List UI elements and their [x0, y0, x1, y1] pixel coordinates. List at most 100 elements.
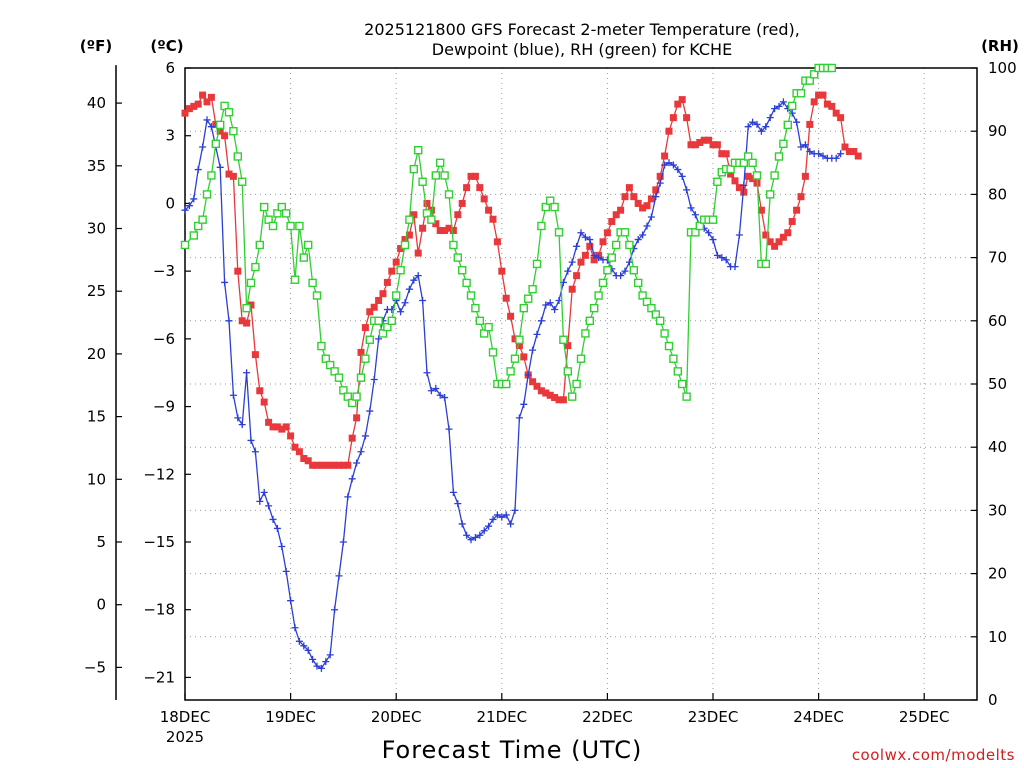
temperature-point	[520, 353, 528, 361]
dewpoint-point	[181, 206, 189, 214]
x-tick-label: 19DEC	[265, 708, 316, 726]
dewpoint-point	[551, 306, 559, 314]
dewpoint-point	[656, 179, 664, 187]
temperature-point	[590, 256, 598, 264]
dewpoint-point	[221, 278, 229, 286]
x-tick-label: 23DEC	[688, 708, 739, 726]
dewpoint-point	[441, 394, 449, 402]
temperature-point	[630, 193, 638, 201]
rh-point	[348, 398, 357, 408]
rh-tick-label: 70	[988, 249, 1007, 267]
dewpoint-point	[229, 391, 237, 399]
rh-point	[576, 354, 586, 363]
dewpoint-point	[647, 213, 655, 221]
temperature-point	[546, 391, 554, 399]
temperature-point	[850, 148, 858, 156]
rh-point	[647, 303, 656, 313]
temperature-point	[691, 141, 699, 149]
rh-point	[356, 373, 366, 382]
rh-point	[453, 253, 462, 262]
rh-point	[827, 63, 836, 73]
dewpoint-point	[643, 222, 651, 230]
dewpoint-point	[238, 421, 246, 429]
rh-point	[431, 171, 440, 180]
dewpoint-point	[199, 143, 207, 151]
rh-point	[361, 354, 370, 363]
temperature-point	[507, 312, 515, 320]
dewpoint-point	[309, 655, 317, 663]
rh-point	[246, 278, 256, 288]
temperature-point	[423, 199, 431, 207]
rh-tick-label: 80	[988, 185, 1007, 203]
rh-point	[788, 101, 797, 111]
fahrenheit-tick-label: 5	[96, 533, 106, 551]
rh-point	[796, 89, 806, 98]
temperature-point	[414, 249, 422, 257]
temperature-point	[617, 206, 625, 214]
temperature-point	[586, 242, 594, 250]
temperature-point	[700, 136, 708, 144]
dewpoint-point	[256, 497, 264, 505]
temperature-point	[832, 109, 840, 117]
dewpoint-point	[489, 515, 497, 523]
temperature-point	[735, 184, 743, 192]
dewpoint-point	[397, 308, 405, 316]
dewpoint-point	[313, 662, 321, 670]
fahrenheit-tick-label: 0	[96, 596, 106, 614]
rh-point	[515, 335, 524, 344]
rh-point	[480, 329, 489, 338]
rh-point	[462, 278, 471, 288]
rh-point	[625, 240, 634, 250]
temperature-point	[621, 193, 629, 201]
dewpoint-point	[674, 166, 682, 174]
temperature-point	[309, 461, 317, 469]
dewpoint-point	[225, 317, 233, 325]
temperature-point	[744, 172, 752, 180]
rh-point	[352, 392, 361, 401]
dewpoint-point	[665, 159, 673, 167]
rh-point	[620, 228, 630, 237]
temperature-point	[379, 290, 387, 298]
temperature-point	[529, 378, 537, 386]
dewpoint-point	[322, 658, 330, 666]
dewpoint-point	[304, 646, 312, 654]
temperature-point	[555, 396, 563, 404]
fahrenheit-tick-label: 15	[87, 408, 106, 426]
dewpoint-point	[375, 335, 383, 343]
temperature-point	[854, 152, 862, 160]
rh-point	[207, 171, 216, 180]
dewpoint-point	[753, 120, 761, 128]
temperature-point	[203, 98, 211, 106]
temperature-point	[559, 396, 567, 404]
rh-point	[304, 240, 313, 250]
temperature-point	[313, 461, 321, 469]
rh-tick-label: 20	[988, 565, 1007, 583]
temperature-point	[405, 231, 413, 239]
dewpoint-point	[216, 163, 224, 171]
chart-title-line-2: Dewpoint (blue), RH (green) for KCHE	[432, 40, 732, 59]
chart-title-line-1: 2025121800 GFS Forecast 2-meter Temperat…	[364, 20, 800, 39]
temperature-point	[837, 114, 845, 122]
rh-point	[634, 278, 643, 288]
dewpoint-point	[837, 150, 845, 158]
temperature-point	[190, 102, 198, 110]
rh-point	[466, 291, 476, 300]
rh-point	[744, 152, 753, 161]
dewpoint-point	[687, 204, 695, 212]
temperature-point	[361, 324, 369, 332]
rh-point	[321, 354, 330, 363]
rh-point	[312, 291, 322, 300]
dewpoint-point	[731, 263, 739, 271]
rh-point	[422, 209, 432, 218]
rh-point	[440, 171, 449, 180]
temperature-point	[348, 434, 356, 442]
celsius-tick-label: −9	[153, 398, 175, 416]
rh-point	[607, 253, 616, 262]
rh-point	[215, 120, 225, 130]
rh-tick-label: 10	[988, 628, 1007, 646]
dewpoint-point	[282, 567, 290, 575]
rh-point	[233, 152, 243, 161]
dewpoint-point	[744, 123, 752, 131]
rh-point	[748, 158, 757, 168]
x-tick-label: 18DEC	[160, 708, 211, 726]
